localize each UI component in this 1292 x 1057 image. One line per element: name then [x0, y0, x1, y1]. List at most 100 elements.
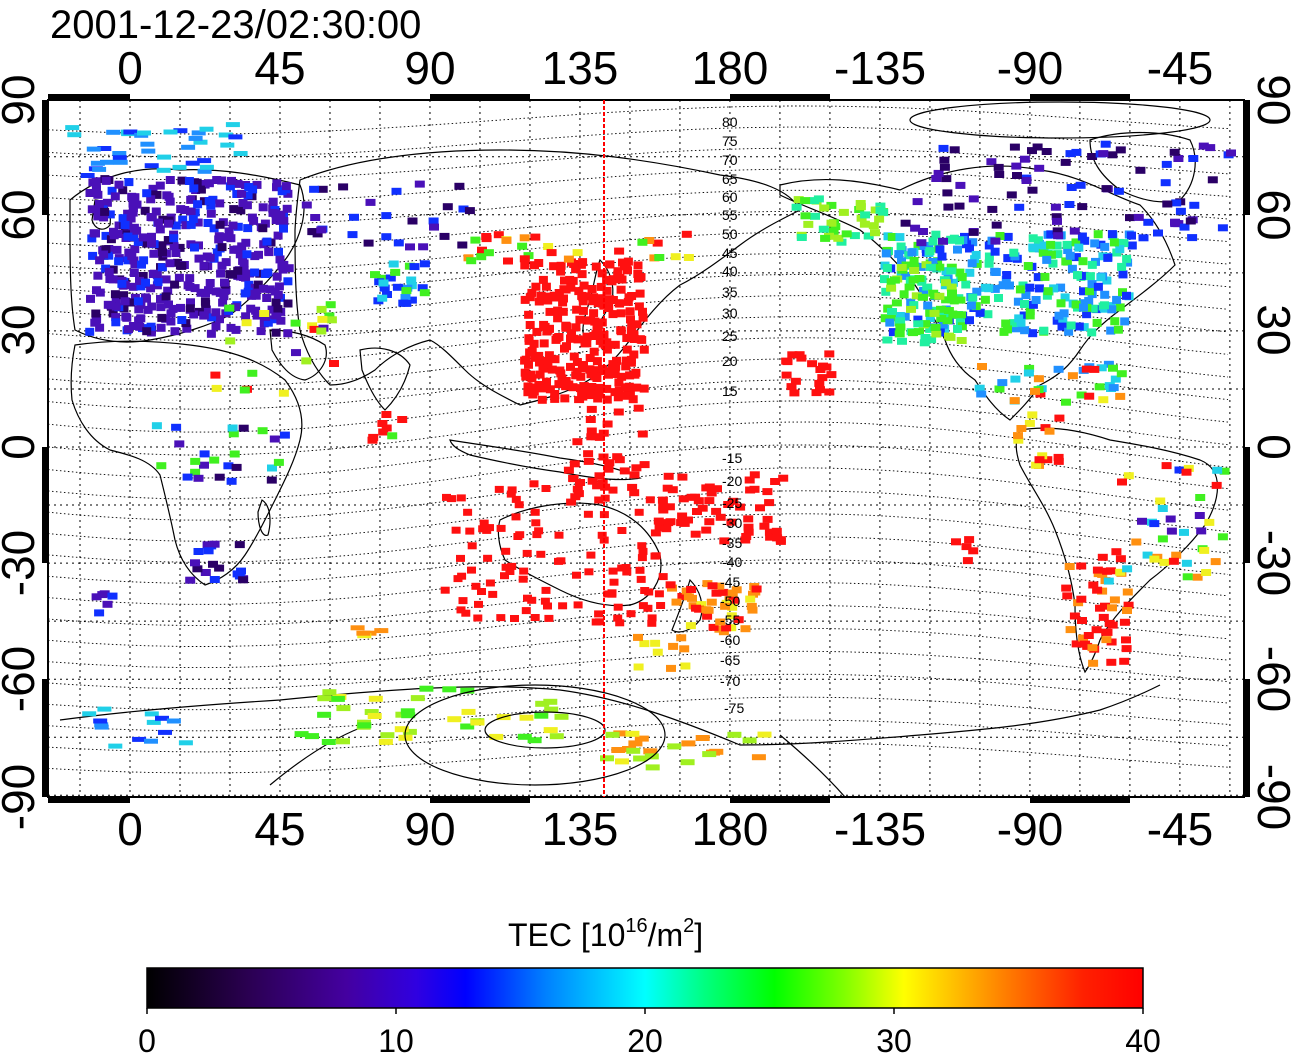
tec-cell — [701, 484, 712, 492]
tec-cell — [128, 199, 138, 208]
tec-cell — [943, 203, 954, 211]
tec-cell — [101, 231, 111, 240]
tec-cell — [211, 287, 221, 296]
tec-cell — [596, 282, 606, 291]
tec-cell — [923, 301, 933, 310]
tec-cell — [119, 304, 129, 313]
tec-cell — [803, 220, 814, 228]
tec-cell — [656, 602, 666, 609]
tec-cell — [1024, 419, 1035, 427]
tec-cell — [558, 602, 568, 610]
tec-cell — [619, 467, 630, 475]
tec-cell — [186, 195, 196, 204]
tec-cell — [931, 175, 942, 182]
tec-cell — [122, 313, 132, 322]
tec-cell — [772, 534, 783, 542]
tec-cell — [690, 493, 701, 501]
mag-lat-label: 35 — [722, 284, 738, 300]
tec-cell — [1160, 179, 1171, 187]
tec-cell — [886, 284, 897, 292]
tec-cell — [1052, 316, 1062, 325]
tec-cell — [521, 372, 531, 381]
tec-cell — [560, 276, 569, 285]
tec-cell — [1159, 558, 1170, 566]
tec-cell — [474, 600, 483, 608]
tec-cell — [538, 362, 548, 371]
tec-cell — [1038, 248, 1048, 257]
tec-cell — [924, 242, 934, 251]
tec-cell — [259, 310, 270, 317]
tec-cell — [622, 345, 632, 354]
tec-cell — [1174, 466, 1185, 474]
tec-cell — [128, 322, 138, 330]
tec-cell — [493, 231, 504, 239]
tec-cell — [654, 590, 664, 598]
tec-cell — [1217, 533, 1228, 541]
tec-cell — [633, 663, 644, 671]
tec-cell — [151, 207, 161, 216]
frame-bar-top — [430, 94, 530, 100]
tec-cell — [1005, 281, 1014, 290]
tec-cell — [316, 327, 327, 335]
lat-label-left: -90 — [0, 764, 44, 830]
tec-cell — [501, 547, 511, 555]
mag-lat-label: -25 — [722, 495, 742, 511]
tec-cell — [555, 366, 565, 375]
tec-cell — [680, 662, 691, 670]
tec-cell — [111, 295, 121, 304]
tec-cell — [246, 304, 256, 313]
tec-cell — [505, 568, 515, 575]
lat-label-left: -60 — [0, 646, 44, 712]
tec-cell — [1023, 369, 1034, 377]
tec-cell — [544, 351, 554, 360]
tec-cell — [914, 328, 924, 336]
tec-cell — [381, 233, 392, 241]
tec-cell — [1078, 634, 1089, 642]
mag-lat-label: -35 — [722, 535, 742, 551]
tec-cell — [129, 269, 139, 277]
tec-cell — [381, 424, 392, 432]
tec-cell — [368, 695, 383, 702]
tec-cell — [185, 274, 195, 283]
tec-cell — [169, 234, 179, 243]
tec-cell — [175, 243, 185, 252]
tec-cell — [154, 241, 164, 250]
tec-cell — [466, 257, 477, 265]
tec-cell — [882, 264, 892, 272]
tec-cell — [597, 531, 607, 539]
tec-cell — [233, 151, 248, 156]
tec-cell — [168, 304, 178, 313]
tec-cell — [1006, 191, 1017, 199]
tec-cell — [594, 390, 604, 399]
timestamp-title: 2001-12-23/02:30:00 — [50, 3, 421, 47]
tec-cell — [146, 195, 156, 204]
tec-cell — [1117, 262, 1127, 271]
tec-cell — [279, 431, 290, 439]
tec-cell — [909, 267, 920, 274]
tec-cell — [1181, 468, 1192, 476]
tec-cell — [941, 296, 952, 304]
mag-lat-label: 25 — [722, 328, 738, 344]
tec-cell — [1039, 326, 1049, 335]
tec-cell — [566, 498, 577, 506]
tec-cell — [644, 588, 654, 596]
tec-cell — [1098, 613, 1109, 621]
tec-cell — [632, 383, 642, 392]
tec-cell — [706, 489, 717, 497]
tec-cell — [419, 685, 434, 692]
tec-cell — [931, 330, 942, 338]
tec-cell — [1074, 322, 1084, 331]
tec-cell — [1088, 581, 1099, 589]
tec-cell — [447, 716, 462, 723]
tec-cell — [889, 276, 900, 284]
tec-cell — [972, 259, 982, 268]
tec-cell — [1009, 319, 1019, 328]
tec-cell — [146, 322, 156, 331]
tec-cell — [224, 304, 235, 312]
tec-cell — [93, 190, 103, 199]
latitude-labels-right: 90 60 30 0 -30 -60 -90 — [1248, 74, 1292, 830]
map-frame — [47, 99, 1245, 798]
tec-cell — [405, 243, 415, 251]
mag-lat-contour — [48, 358, 1229, 410]
tec-cell — [262, 294, 272, 302]
